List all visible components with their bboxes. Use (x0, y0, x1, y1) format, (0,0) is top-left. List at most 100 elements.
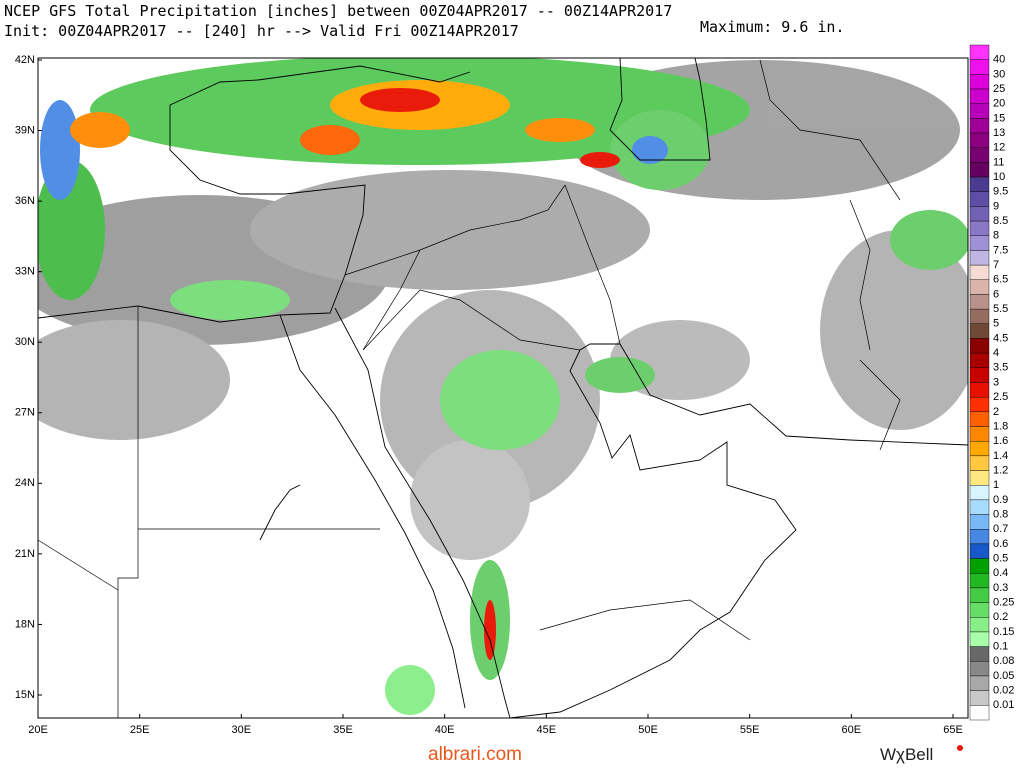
color-swatch (969, 294, 990, 310)
colorbar-label: 8 (993, 230, 999, 242)
lat-label: 33N (15, 266, 35, 278)
color-swatch (969, 323, 990, 339)
color-swatch (969, 367, 990, 383)
brand-logo: WχBell (880, 745, 933, 764)
colorbar-label: 3 (993, 376, 999, 388)
color-swatch (969, 352, 990, 369)
color-swatch (969, 602, 990, 618)
lat-label: 42N (15, 54, 35, 66)
colorbar-label: 0.9 (993, 494, 1008, 506)
color-swatch (969, 499, 990, 515)
colorbar-label: 4 (993, 347, 999, 359)
map-area (38, 58, 968, 718)
color-swatch (969, 705, 990, 721)
lon-label: 30E (232, 724, 252, 736)
color-swatch (969, 176, 990, 192)
lat-label: 15N (15, 689, 35, 701)
color-swatch (969, 617, 990, 633)
lat-label: 30N (15, 336, 35, 348)
colorbar-label: 9.5 (993, 186, 1008, 198)
color-swatch (969, 573, 990, 589)
colorbar-label: 9 (993, 200, 999, 212)
color-swatch (969, 455, 990, 471)
colorbar-label: 3.5 (993, 362, 1008, 374)
lat-label: 36N (15, 195, 35, 207)
colorbar-label: 1.6 (993, 435, 1008, 447)
colorbar-label: 0.08 (993, 655, 1014, 667)
color-swatch (969, 690, 990, 706)
colorbar-label: 0.1 (993, 641, 1008, 653)
color-swatch (969, 396, 990, 413)
color-swatch (969, 147, 990, 163)
colorbar-label: 7.5 (993, 244, 1008, 256)
colorbar-label: 12 (993, 142, 1005, 154)
color-swatch (969, 308, 990, 325)
color-swatch (969, 440, 990, 457)
color-swatch (969, 235, 990, 251)
colorbar-label: 15 (993, 112, 1005, 124)
colorbar-label: 6 (993, 288, 999, 300)
color-swatch (969, 220, 990, 236)
color-swatch (969, 44, 990, 60)
colorbar-label: 2 (993, 406, 999, 418)
color-swatch (969, 162, 990, 178)
title-line-1: NCEP GFS Total Precipitation [inches] be… (4, 2, 672, 20)
color-swatch (969, 543, 990, 559)
colorbar-label: 2.5 (993, 391, 1008, 403)
colorbar-label: 0.25 (993, 597, 1014, 609)
colorbar-label: 25 (993, 83, 1005, 95)
colorbar-label: 11 (993, 156, 1004, 168)
colorbar-label: 8.5 (993, 215, 1008, 227)
color-swatch (969, 382, 990, 398)
color-swatch (969, 587, 990, 603)
color-swatch (969, 426, 990, 442)
watermark: albrari.com (428, 744, 522, 765)
color-swatch (969, 279, 990, 295)
lon-label: 60E (842, 724, 862, 736)
maximum-label: Maximum: 9.6 in. (700, 18, 845, 36)
colorbar-label: 0.3 (993, 582, 1008, 594)
color-swatch (969, 529, 990, 545)
lat-label: 27N (15, 407, 35, 419)
color-swatch (969, 485, 990, 501)
lon-label: 45E (537, 724, 557, 736)
color-swatch (969, 132, 990, 148)
color-swatch (969, 646, 990, 662)
color-swatch (969, 338, 990, 354)
colorbar-label: 4.5 (993, 332, 1008, 344)
color-swatch (969, 411, 990, 427)
colorbar-label: 1.2 (993, 464, 1008, 476)
colorbar-label: 0.5 (993, 552, 1008, 564)
lon-label: 65E (943, 724, 963, 736)
colorbar-label: 1.8 (993, 420, 1008, 432)
color-swatch (969, 118, 990, 134)
colorbar-label: 40 (993, 54, 1005, 66)
color-swatch (969, 631, 990, 647)
colorbar-label: 6.5 (993, 274, 1008, 286)
lon-label: 50E (638, 724, 658, 736)
color-swatch (969, 675, 990, 691)
lon-label: 25E (130, 724, 150, 736)
colorbar-label: 0.01 (993, 699, 1014, 711)
colorbar-label: 7 (993, 259, 999, 271)
color-swatch (969, 264, 990, 280)
borders (38, 59, 901, 718)
colorbar-label: 0.8 (993, 508, 1008, 520)
color-swatch (969, 59, 990, 75)
color-swatch (969, 191, 990, 207)
title-line-2: Init: 00Z04APR2017 -- [240] hr --> Valid… (4, 22, 519, 40)
colorbar-label: 10 (993, 171, 1005, 183)
colorbar-label: 0.6 (993, 538, 1008, 550)
color-swatch (969, 558, 990, 574)
precip-field (38, 58, 968, 715)
colorbar-label: 1 (993, 479, 999, 491)
colorbar-label: 5.5 (993, 303, 1008, 315)
color-swatch (969, 514, 990, 530)
color-swatch (969, 206, 990, 222)
lon-label: 40E (435, 724, 455, 736)
lat-label: 24N (15, 477, 35, 489)
color-swatch (969, 661, 990, 677)
lon-label: 35E (333, 724, 353, 736)
